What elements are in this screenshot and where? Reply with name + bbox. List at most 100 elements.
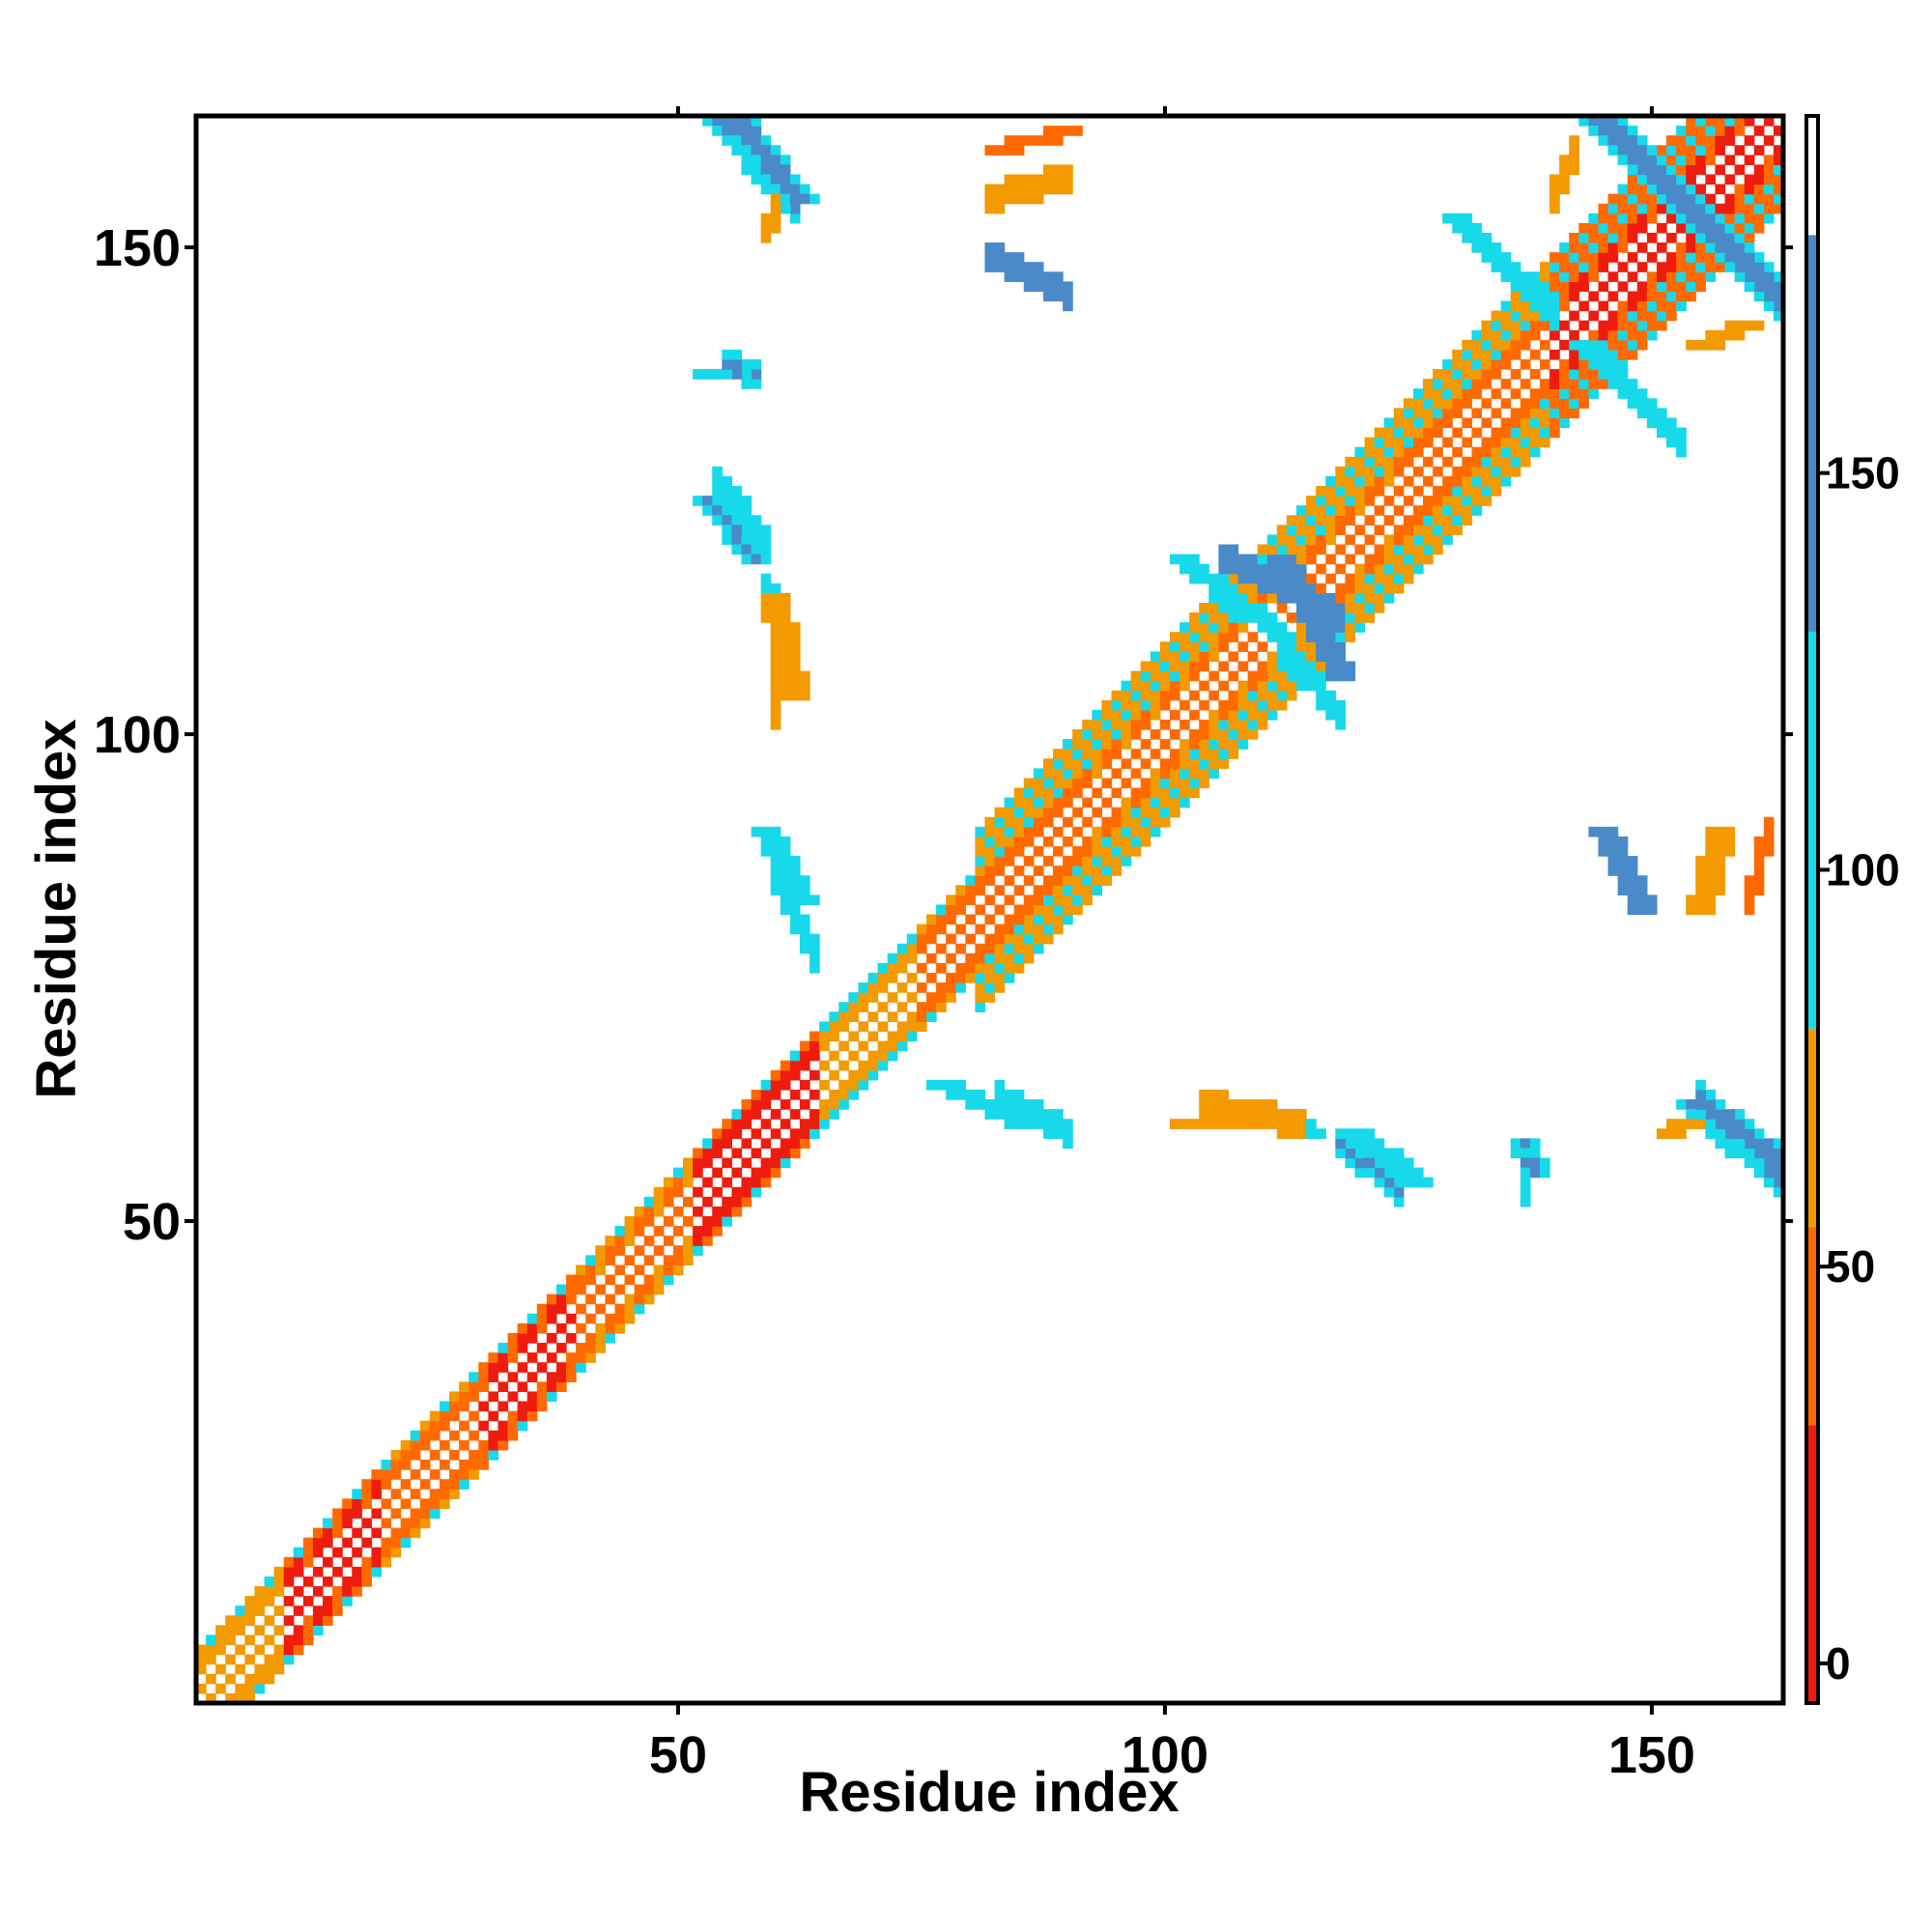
heatmap-cell (1072, 826, 1083, 838)
heatmap-cell (1296, 515, 1307, 526)
heatmap-cell (1636, 242, 1648, 253)
heatmap-cell (1588, 213, 1600, 224)
heatmap-cell (1101, 856, 1113, 867)
heatmap-cell (1412, 534, 1424, 546)
heatmap-cell (1753, 291, 1765, 302)
heatmap-cell (1033, 193, 1044, 205)
heatmap-cell (1218, 719, 1230, 730)
heatmap-cell (936, 962, 947, 974)
heatmap-cell (1111, 729, 1122, 740)
heatmap-cell (1724, 826, 1736, 838)
colorbar-tick-label: 50 (1826, 1241, 1875, 1292)
heatmap-cell (1276, 1128, 1288, 1139)
heatmap-cell (1159, 699, 1171, 711)
heatmap-cell (1228, 563, 1239, 575)
heatmap-cell (1627, 885, 1638, 895)
heatmap-cell (643, 1284, 655, 1295)
heatmap-cell (1773, 1138, 1784, 1150)
heatmap-cell (1695, 213, 1706, 224)
heatmap-cell (323, 1615, 333, 1626)
heatmap-cell (1646, 193, 1658, 205)
heatmap-cell (955, 962, 966, 974)
heatmap-cell (838, 1021, 849, 1033)
heatmap-cell (1636, 145, 1648, 156)
heatmap-cell (1481, 398, 1492, 409)
heatmap-cell (789, 174, 801, 185)
heatmap-cell (1520, 310, 1531, 322)
heatmap-cell (264, 1576, 275, 1587)
heatmap-cell (848, 1050, 860, 1062)
heatmap-cell (1763, 1177, 1775, 1188)
heatmap-cell (1257, 563, 1268, 575)
heatmap-cell (1237, 612, 1249, 623)
heatmap-cell (1296, 505, 1307, 516)
heatmap-cell (1578, 262, 1590, 272)
heatmap-cell (1189, 622, 1200, 633)
heatmap-cell (936, 1002, 947, 1012)
heatmap-cell (1676, 1128, 1687, 1139)
heatmap-cell (1763, 1167, 1775, 1179)
heatmap-cell (1393, 1157, 1405, 1169)
heatmap-cell (887, 1040, 898, 1052)
heatmap-cell (799, 680, 810, 692)
heatmap-cell (1471, 408, 1483, 419)
heatmap-cell (488, 1372, 499, 1382)
heatmap-cell (1140, 836, 1151, 847)
heatmap-cell (1393, 505, 1405, 516)
heatmap-cell (1111, 845, 1122, 857)
heatmap-cell (1423, 515, 1434, 526)
heatmap-cell (439, 1401, 450, 1412)
heatmap-cell (1228, 612, 1239, 623)
heatmap-cell (1354, 612, 1366, 623)
heatmap-cell (1646, 164, 1658, 176)
heatmap-cell (1763, 816, 1775, 828)
heatmap-cell (293, 1644, 304, 1656)
heatmap-cell (352, 1489, 362, 1499)
heatmap-cell (1325, 554, 1336, 565)
heatmap-cell (1237, 1119, 1249, 1129)
heatmap-cell (789, 184, 801, 195)
heatmap-cell (1520, 456, 1531, 468)
heatmap-cell (1452, 475, 1463, 487)
heatmap-cell (1228, 749, 1239, 759)
heatmap-cell (1578, 242, 1590, 253)
heatmap-cell (1072, 856, 1083, 867)
heatmap-cell (1686, 135, 1696, 146)
heatmap-cell (1607, 203, 1619, 214)
heatmap-cell (770, 699, 781, 711)
heatmap-cell (1471, 496, 1483, 506)
heatmap-cell (896, 1031, 908, 1042)
heatmap-cell (1666, 417, 1677, 429)
heatmap-cell (1617, 845, 1629, 857)
heatmap-cell (1715, 329, 1726, 341)
heatmap-cell (507, 1430, 519, 1441)
heatmap-cell (1159, 739, 1171, 750)
heatmap-cell (352, 1566, 362, 1577)
heatmap-cell (1063, 904, 1073, 916)
heatmap-cell (1510, 1148, 1521, 1159)
heatmap-cell (1763, 1148, 1775, 1159)
heatmap-cell (1383, 1167, 1395, 1179)
heatmap-cell (1364, 1128, 1376, 1139)
heatmap-cell (925, 923, 937, 935)
heatmap-cell (1578, 379, 1590, 389)
heatmap-cell (1199, 768, 1209, 780)
heatmap-cell (1208, 1109, 1219, 1120)
heatmap-cell (975, 875, 986, 886)
heatmap-cell (1189, 651, 1200, 663)
heatmap-cell (215, 1683, 226, 1694)
heatmap-cell (400, 1537, 412, 1548)
heatmap-cell (1316, 505, 1326, 516)
heatmap-cell (760, 534, 772, 546)
heatmap-cell (1715, 184, 1726, 195)
heatmap-cell (751, 126, 762, 136)
heatmap-cell (1753, 164, 1765, 176)
heatmap-cell (1208, 670, 1219, 682)
heatmap-cell (1335, 496, 1347, 506)
heatmap-cell (1374, 466, 1385, 477)
heatmap-cell (925, 1002, 937, 1012)
heatmap-cell (1510, 456, 1521, 468)
heatmap-cell (1345, 515, 1356, 526)
heatmap-cell (925, 914, 937, 925)
heatmap-cell (1529, 1138, 1541, 1150)
